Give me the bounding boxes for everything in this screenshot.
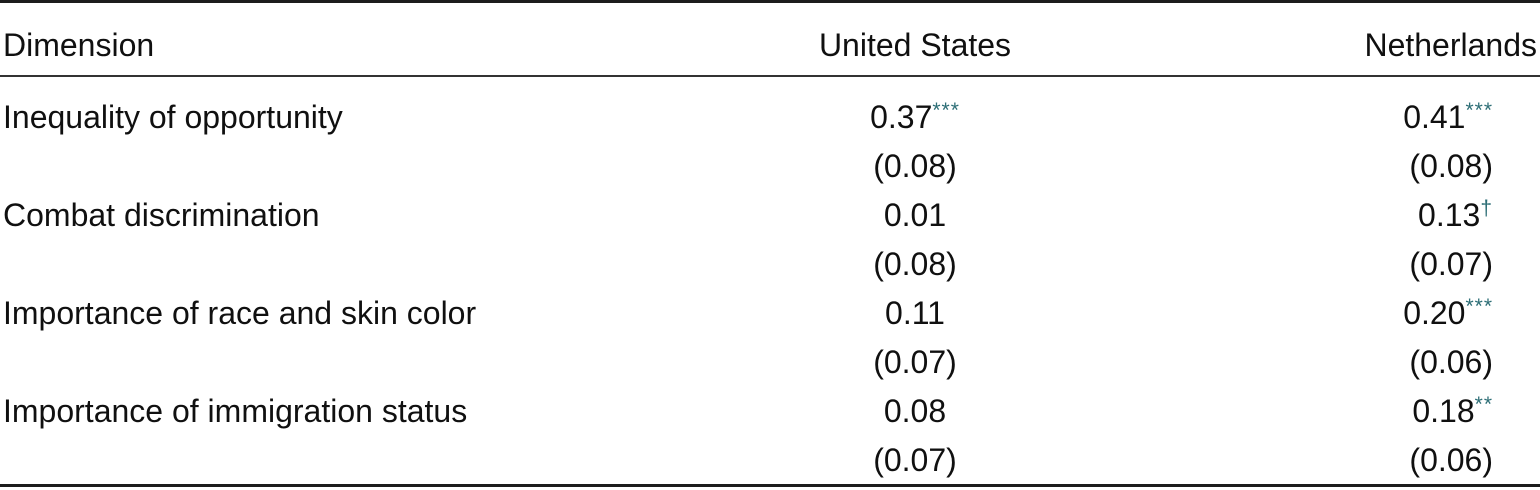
row-label: Inequality of opportunity bbox=[3, 98, 343, 135]
row-label-spacer bbox=[0, 141, 610, 190]
significance-marker: *** bbox=[932, 98, 960, 122]
estimate-value: 0.20 bbox=[1403, 294, 1466, 331]
estimate-cell: 0.01 bbox=[610, 190, 1220, 239]
estimate-cell: 0.20*** bbox=[1220, 288, 1540, 337]
table-row-estimate: Importance of immigration status 0.08 0.… bbox=[0, 386, 1540, 435]
estimate-value: 0.41 bbox=[1403, 98, 1466, 135]
row-label: Importance of race and skin color bbox=[3, 294, 477, 331]
row-label-spacer bbox=[0, 337, 610, 386]
table-row-estimate: Importance of race and skin color 0.11 0… bbox=[0, 288, 1540, 337]
table-body: Inequality of opportunity 0.37*** 0.41**… bbox=[0, 76, 1540, 486]
estimate-cell: 0.11 bbox=[610, 288, 1220, 337]
estimate-cell: 0.37*** bbox=[610, 76, 1220, 141]
table-header: Dimension United States Netherlands bbox=[0, 1, 1540, 77]
row-label-spacer bbox=[0, 435, 610, 486]
column-header-netherlands: Netherlands bbox=[1220, 1, 1540, 77]
estimate-value: 0.01 bbox=[883, 196, 947, 233]
significance-marker: ** bbox=[1474, 392, 1493, 416]
std-error: (0.06) bbox=[1409, 343, 1493, 380]
estimate-value: 0.18 bbox=[1412, 392, 1475, 429]
estimate-value: 0.37 bbox=[870, 98, 933, 135]
column-header-united-states: United States bbox=[610, 1, 1220, 77]
std-error: (0.07) bbox=[873, 441, 957, 478]
std-error: (0.08) bbox=[873, 147, 957, 184]
row-label: Importance of immigration status bbox=[3, 392, 468, 429]
estimate-cell: 0.18** bbox=[1220, 386, 1540, 435]
table-row-std-error: (0.08) (0.08) bbox=[0, 141, 1540, 190]
row-label: Combat discrimination bbox=[3, 196, 320, 233]
table-row-estimate: Combat discrimination 0.01 0.13† bbox=[0, 190, 1540, 239]
std-error: (0.08) bbox=[1409, 147, 1493, 184]
significance-marker: *** bbox=[1465, 98, 1493, 122]
estimate-cell: 0.08 bbox=[610, 386, 1220, 435]
table-row-std-error: (0.08) (0.07) bbox=[0, 239, 1540, 288]
table-row-estimate: Inequality of opportunity 0.37*** 0.41**… bbox=[0, 76, 1540, 141]
table-row-std-error: (0.07) (0.06) bbox=[0, 337, 1540, 386]
estimate-cell: 0.41*** bbox=[1220, 76, 1540, 141]
significance-marker: *** bbox=[1465, 294, 1493, 318]
estimate-value: 0.08 bbox=[883, 392, 947, 429]
estimate-cell: 0.13† bbox=[1220, 190, 1540, 239]
column-header-dimension: Dimension bbox=[0, 1, 610, 77]
std-error: (0.06) bbox=[1409, 441, 1493, 478]
std-error: (0.07) bbox=[1409, 245, 1493, 282]
std-error: (0.07) bbox=[873, 343, 957, 380]
table-row-std-error: (0.07) (0.06) bbox=[0, 435, 1540, 486]
estimate-value: 0.11 bbox=[885, 294, 945, 331]
header-row: Dimension United States Netherlands bbox=[0, 1, 1540, 77]
std-error: (0.08) bbox=[873, 245, 957, 282]
row-label-spacer bbox=[0, 239, 610, 288]
estimate-value: 0.13 bbox=[1418, 196, 1481, 233]
significance-marker: † bbox=[1480, 196, 1493, 220]
